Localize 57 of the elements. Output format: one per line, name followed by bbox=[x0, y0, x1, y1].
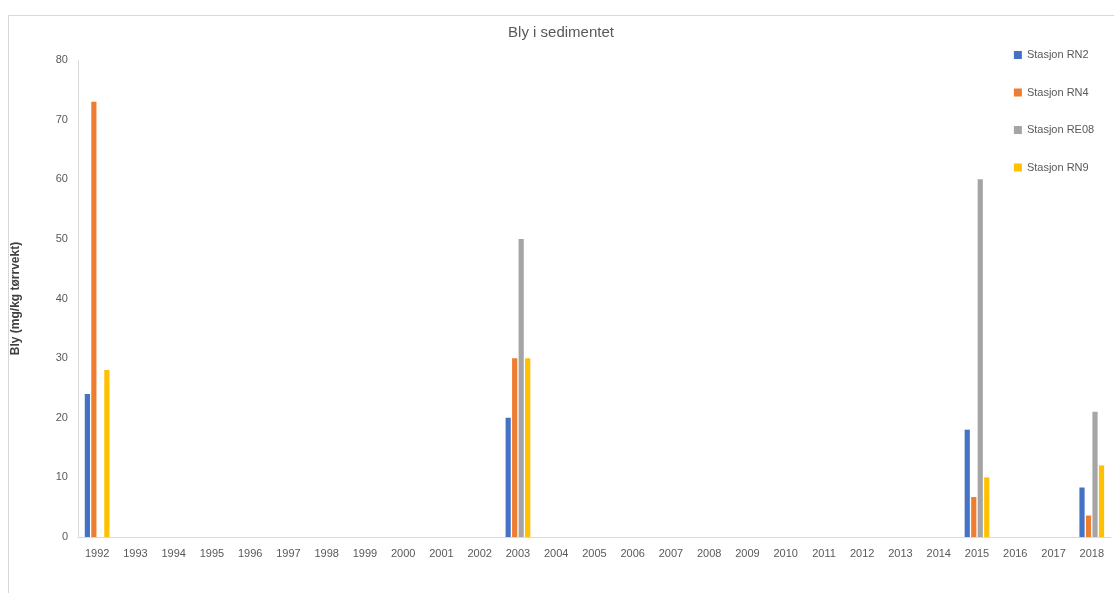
bar bbox=[91, 101, 97, 537]
y-tick-label: 30 bbox=[55, 351, 68, 364]
y-tick-label: 10 bbox=[55, 470, 68, 483]
x-tick-label: 2003 bbox=[505, 546, 531, 559]
y-tick-label: 20 bbox=[55, 410, 68, 423]
bar bbox=[104, 370, 110, 537]
x-tick-label: 2006 bbox=[620, 546, 645, 559]
x-tick-label: 2008 bbox=[696, 546, 722, 559]
x-tick-label: 2001 bbox=[429, 546, 454, 559]
x-tick-label: 1996 bbox=[237, 546, 263, 559]
x-tick-label: 2000 bbox=[390, 546, 416, 559]
x-tick-label: 1998 bbox=[314, 546, 339, 559]
y-tick-label: 40 bbox=[55, 291, 68, 304]
x-tick-label: 2017 bbox=[1041, 546, 1066, 559]
x-tick-label: 2010 bbox=[773, 546, 798, 559]
bar bbox=[1079, 487, 1085, 537]
legend-label: Stasjon RN4 bbox=[1026, 85, 1089, 98]
bar bbox=[1092, 411, 1098, 537]
y-tick-label: 60 bbox=[55, 172, 68, 185]
legend-label: Stasjon RE08 bbox=[1026, 123, 1095, 136]
x-tick-label: 2016 bbox=[1003, 546, 1028, 559]
y-tick-label: 50 bbox=[55, 231, 68, 244]
x-tick-label: 2005 bbox=[582, 546, 607, 559]
bar bbox=[964, 429, 970, 537]
x-tick-label: 2018 bbox=[1079, 546, 1105, 559]
legend-label: Stasjon RN2 bbox=[1026, 48, 1089, 61]
bar bbox=[505, 417, 511, 537]
bar bbox=[977, 179, 983, 537]
x-tick-label: 2007 bbox=[658, 546, 684, 559]
y-axis-title: Bly (mg/kg tørrvekt) bbox=[7, 241, 22, 356]
x-tick-label: 1994 bbox=[161, 546, 186, 559]
bar bbox=[518, 238, 524, 537]
x-tick-label: 2009 bbox=[735, 546, 760, 559]
bar bbox=[84, 393, 90, 537]
chart-title: Bly i sedimentet bbox=[508, 23, 615, 41]
x-tick-label: 2004 bbox=[543, 546, 569, 559]
bar bbox=[984, 477, 990, 537]
x-tick-label: 2011 bbox=[812, 546, 836, 559]
x-tick-label: 1999 bbox=[352, 546, 378, 559]
bar bbox=[1098, 465, 1105, 537]
y-tick-label: 80 bbox=[55, 53, 68, 66]
x-tick-label: 2002 bbox=[467, 546, 492, 559]
x-tick-label: 1993 bbox=[123, 546, 148, 559]
y-tick-label: 0 bbox=[61, 530, 68, 543]
y-tick-label: 70 bbox=[55, 112, 68, 125]
bar bbox=[1085, 515, 1092, 537]
x-tick-label: 1997 bbox=[276, 546, 301, 559]
bar bbox=[525, 358, 531, 537]
x-tick-label: 2012 bbox=[849, 546, 875, 559]
x-tick-label: 2015 bbox=[964, 546, 990, 559]
x-tick-label: 1992 bbox=[84, 546, 110, 559]
bar bbox=[512, 358, 518, 537]
x-tick-label: 2014 bbox=[926, 546, 951, 559]
legend-label: Stasjon RN9 bbox=[1026, 160, 1089, 173]
bar bbox=[971, 497, 977, 537]
x-tick-label: 1995 bbox=[199, 546, 225, 559]
x-tick-label: 2013 bbox=[888, 546, 913, 559]
